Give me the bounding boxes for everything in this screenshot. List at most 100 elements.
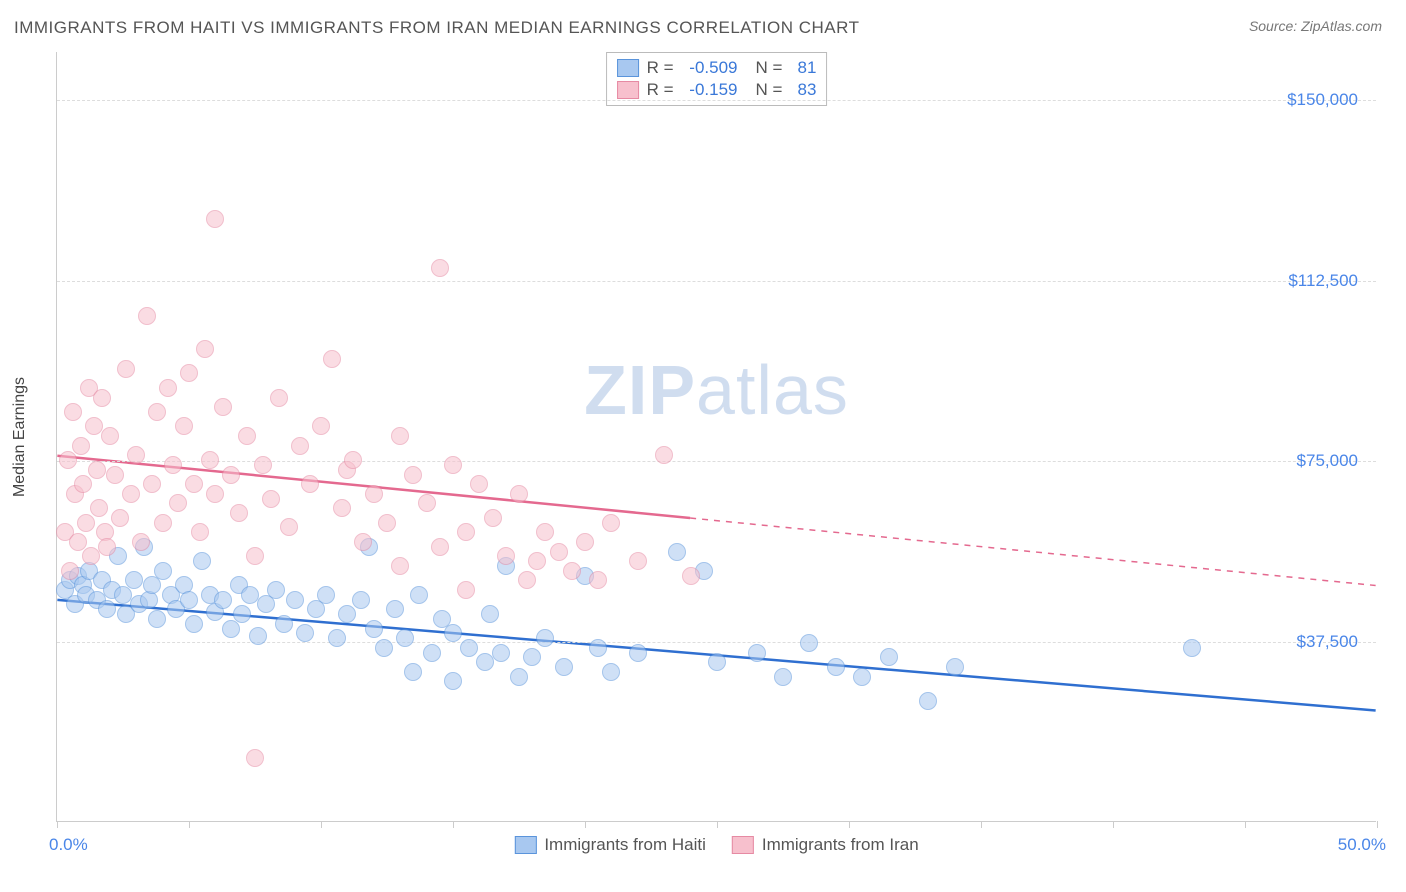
series-legend: Immigrants from Haiti Immigrants from Ira…	[514, 835, 918, 855]
legend-item-iran: Immigrants from Iran	[732, 835, 919, 855]
watermark-part-b: atlas	[696, 351, 849, 429]
data-point-iran	[180, 364, 198, 382]
data-point-haiti	[748, 644, 766, 662]
y-tick-label: $150,000	[1287, 90, 1358, 110]
data-point-iran	[576, 533, 594, 551]
data-point-iran	[132, 533, 150, 551]
data-point-iran	[72, 437, 90, 455]
data-point-haiti	[774, 668, 792, 686]
data-point-iran	[138, 307, 156, 325]
source-attribution: Source: ZipAtlas.com	[1249, 18, 1382, 34]
x-tick-mark	[321, 821, 322, 828]
data-point-iran	[93, 389, 111, 407]
data-point-iran	[90, 499, 108, 517]
data-point-haiti	[481, 605, 499, 623]
data-point-iran	[301, 475, 319, 493]
data-point-iran	[550, 543, 568, 561]
data-point-iran	[101, 427, 119, 445]
gridline	[57, 100, 1376, 101]
data-point-haiti	[946, 658, 964, 676]
data-point-haiti	[296, 624, 314, 642]
data-point-haiti	[317, 586, 335, 604]
x-tick-mark	[849, 821, 850, 828]
data-point-iran	[98, 538, 116, 556]
data-point-iran	[206, 485, 224, 503]
legend-swatch-iran	[732, 836, 754, 854]
gridline	[57, 281, 1376, 282]
y-tick-label: $112,500	[1288, 271, 1358, 291]
data-point-iran	[111, 509, 129, 527]
data-point-haiti	[853, 668, 871, 686]
legend-item-haiti: Immigrants from Haiti	[514, 835, 706, 855]
data-point-iran	[206, 210, 224, 228]
data-point-haiti	[510, 668, 528, 686]
data-point-haiti	[460, 639, 478, 657]
data-point-iran	[82, 547, 100, 565]
data-point-haiti	[827, 658, 845, 676]
x-tick-mark	[981, 821, 982, 828]
data-point-iran	[563, 562, 581, 580]
x-tick-mark	[189, 821, 190, 828]
data-point-iran	[214, 398, 232, 416]
legend-swatch-haiti	[617, 59, 639, 77]
stat-r-label: R =	[647, 58, 674, 78]
watermark-part-a: ZIP	[584, 351, 696, 429]
stats-row-haiti: R =-0.509N =81	[617, 57, 817, 79]
data-point-iran	[365, 485, 383, 503]
data-point-iran	[431, 259, 449, 277]
data-point-haiti	[423, 644, 441, 662]
stat-r-value: -0.509	[682, 58, 738, 78]
data-point-haiti	[328, 629, 346, 647]
data-point-haiti	[444, 624, 462, 642]
data-point-iran	[354, 533, 372, 551]
data-point-iran	[222, 466, 240, 484]
data-point-haiti	[267, 581, 285, 599]
data-point-iran	[418, 494, 436, 512]
data-point-haiti	[602, 663, 620, 681]
data-point-iran	[497, 547, 515, 565]
chart-title: IMMIGRANTS FROM HAITI VS IMMIGRANTS FROM…	[14, 18, 859, 38]
data-point-iran	[185, 475, 203, 493]
data-point-haiti	[185, 615, 203, 633]
x-tick-mark	[585, 821, 586, 828]
data-point-haiti	[444, 672, 462, 690]
data-point-haiti	[249, 627, 267, 645]
x-axis-min-label: 0.0%	[49, 835, 88, 855]
data-point-haiti	[1183, 639, 1201, 657]
correlation-stats-box: R =-0.509N =81R =-0.159N =83	[606, 52, 828, 106]
data-point-haiti	[410, 586, 428, 604]
data-point-iran	[74, 475, 92, 493]
data-point-haiti	[386, 600, 404, 618]
data-point-iran	[270, 389, 288, 407]
data-point-haiti	[800, 634, 818, 652]
data-point-iran	[528, 552, 546, 570]
data-point-iran	[191, 523, 209, 541]
data-point-haiti	[338, 605, 356, 623]
data-point-haiti	[365, 620, 383, 638]
data-point-iran	[510, 485, 528, 503]
data-point-iran	[254, 456, 272, 474]
watermark: ZIPatlas	[584, 350, 849, 430]
data-point-iran	[344, 451, 362, 469]
data-point-iran	[201, 451, 219, 469]
data-point-haiti	[148, 610, 166, 628]
data-point-haiti	[668, 543, 686, 561]
data-point-iran	[629, 552, 647, 570]
legend-swatch-iran	[617, 81, 639, 99]
data-point-haiti	[193, 552, 211, 570]
data-point-haiti	[708, 653, 726, 671]
plot-area: ZIPatlas R =-0.509N =81R =-0.159N =83 0.…	[56, 52, 1376, 822]
data-point-iran	[470, 475, 488, 493]
data-point-iran	[457, 581, 475, 599]
data-point-iran	[323, 350, 341, 368]
data-point-iran	[682, 567, 700, 585]
x-tick-mark	[1245, 821, 1246, 828]
x-tick-mark	[57, 821, 58, 828]
data-point-haiti	[880, 648, 898, 666]
data-point-iran	[148, 403, 166, 421]
stats-row-iran: R =-0.159N =83	[617, 79, 817, 101]
data-point-iran	[333, 499, 351, 517]
data-point-haiti	[286, 591, 304, 609]
data-point-iran	[589, 571, 607, 589]
data-point-iran	[77, 514, 95, 532]
